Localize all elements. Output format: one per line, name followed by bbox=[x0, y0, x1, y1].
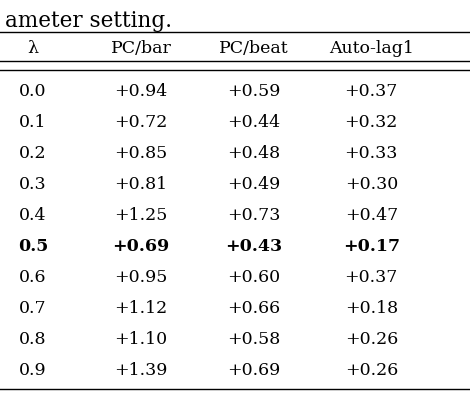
Text: +0.33: +0.33 bbox=[345, 145, 398, 162]
Text: +0.32: +0.32 bbox=[345, 114, 398, 131]
Text: 0.1: 0.1 bbox=[19, 114, 47, 131]
Text: +0.72: +0.72 bbox=[114, 114, 168, 131]
Text: +0.26: +0.26 bbox=[345, 362, 398, 379]
Text: +0.37: +0.37 bbox=[345, 269, 398, 286]
Text: λ: λ bbox=[27, 40, 39, 57]
Text: +1.25: +1.25 bbox=[114, 207, 168, 224]
Text: +0.17: +0.17 bbox=[343, 238, 400, 255]
Text: 0.6: 0.6 bbox=[19, 269, 47, 286]
Text: +0.94: +0.94 bbox=[114, 83, 168, 100]
Text: +0.66: +0.66 bbox=[227, 300, 281, 317]
Text: +0.60: +0.60 bbox=[227, 269, 281, 286]
Text: 0.7: 0.7 bbox=[19, 300, 47, 317]
Text: 0.2: 0.2 bbox=[19, 145, 47, 162]
Text: 0.0: 0.0 bbox=[19, 83, 47, 100]
Text: +0.30: +0.30 bbox=[345, 176, 398, 193]
Text: PC/beat: PC/beat bbox=[219, 40, 289, 57]
Text: +0.37: +0.37 bbox=[345, 83, 398, 100]
Text: 0.5: 0.5 bbox=[18, 238, 48, 255]
Text: +0.47: +0.47 bbox=[345, 207, 398, 224]
Text: +0.43: +0.43 bbox=[225, 238, 282, 255]
Text: +0.48: +0.48 bbox=[227, 145, 281, 162]
Text: +1.39: +1.39 bbox=[114, 362, 168, 379]
Text: +1.12: +1.12 bbox=[114, 300, 168, 317]
Text: +0.49: +0.49 bbox=[227, 176, 281, 193]
Text: Auto-lag1: Auto-lag1 bbox=[329, 40, 414, 57]
Text: +0.26: +0.26 bbox=[345, 331, 398, 348]
Text: +0.59: +0.59 bbox=[227, 83, 281, 100]
Text: +0.18: +0.18 bbox=[345, 300, 398, 317]
Text: +0.58: +0.58 bbox=[227, 331, 281, 348]
Text: +0.95: +0.95 bbox=[114, 269, 168, 286]
Text: +0.44: +0.44 bbox=[227, 114, 281, 131]
Text: +0.73: +0.73 bbox=[227, 207, 281, 224]
Text: +0.81: +0.81 bbox=[114, 176, 168, 193]
Text: 0.9: 0.9 bbox=[19, 362, 47, 379]
Text: +0.69: +0.69 bbox=[227, 362, 281, 379]
Text: 0.3: 0.3 bbox=[19, 176, 47, 193]
Text: 0.4: 0.4 bbox=[19, 207, 47, 224]
Text: 0.8: 0.8 bbox=[19, 331, 47, 348]
Text: +0.69: +0.69 bbox=[112, 238, 170, 255]
Text: ameter setting.: ameter setting. bbox=[5, 10, 172, 32]
Text: +0.85: +0.85 bbox=[114, 145, 168, 162]
Text: PC/bar: PC/bar bbox=[110, 40, 172, 57]
Text: +1.10: +1.10 bbox=[114, 331, 168, 348]
